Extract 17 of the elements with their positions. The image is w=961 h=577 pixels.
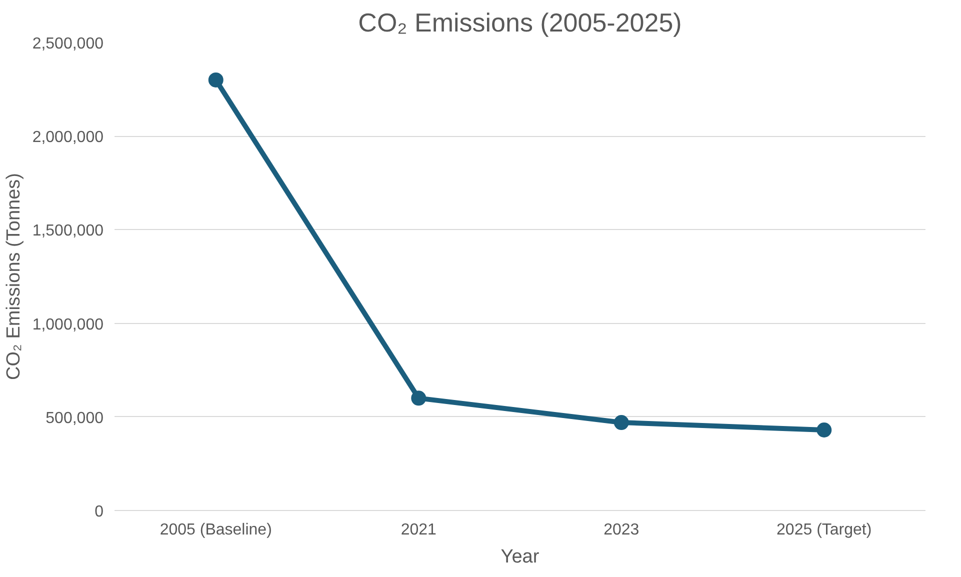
y-tick-label: 0: [94, 504, 104, 520]
y-tick-label: 1,500,000: [32, 222, 104, 240]
point: [411, 390, 426, 406]
x-tick-label: 2021: [400, 522, 437, 538]
point: [614, 415, 629, 430]
x-tick-label: 2005 (Baseline): [160, 522, 272, 538]
y-tick-label: 1,000,000: [32, 316, 104, 334]
point: [208, 72, 224, 88]
point: [816, 422, 832, 438]
x-tick-label: 2025 (Target): [776, 522, 872, 538]
y-tick-label: 2,000,000: [32, 129, 104, 146]
y-tick-label: 500,000: [46, 410, 104, 427]
chart-title: CO₂ Emissions (2005-2025): [358, 8, 682, 38]
x-tick-label: 2023: [604, 522, 640, 538]
y-axis-title: CO₂ Emissions (Tonnes): [3, 173, 24, 380]
y-tick-label: 2,500,000: [32, 36, 104, 52]
x-axis-title: Year: [500, 546, 540, 568]
